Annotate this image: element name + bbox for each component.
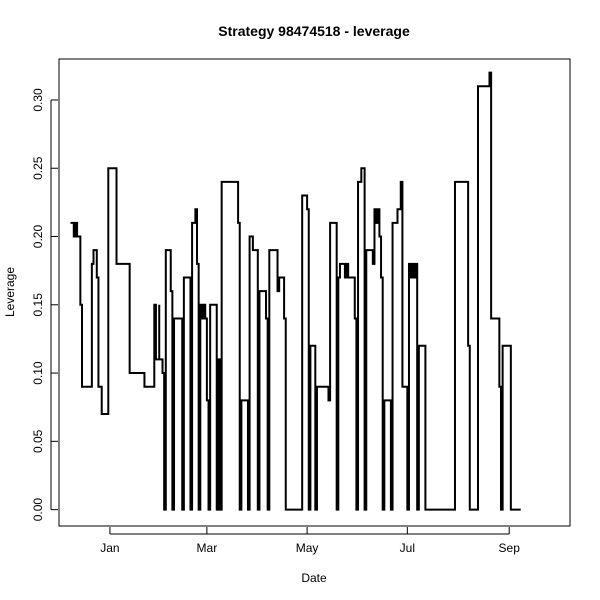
- y-tick-label: 0.05: [31, 429, 45, 453]
- x-axis-label: Date: [301, 571, 327, 585]
- x-tick-label: Sep: [499, 541, 521, 555]
- y-tick-label: 0.30: [31, 88, 45, 112]
- y-axis-label: Leverage: [3, 267, 17, 317]
- y-tick-label: 0.00: [31, 498, 45, 522]
- y-tick-label: 0.10: [31, 361, 45, 385]
- leverage-series-line: [70, 71, 521, 511]
- y-axis: 0.00 0.05 0.10 0.15 0.20 0.25 0.30: [31, 88, 58, 521]
- series-layer: [70, 71, 521, 511]
- x-tick-label: Jul: [400, 541, 415, 555]
- x-tick-label: May: [296, 541, 319, 555]
- chart-title: Strategy 98474518 - leverage: [218, 23, 410, 39]
- x-axis: Jan Mar May Jul Sep: [100, 527, 520, 555]
- y-tick-label: 0.15: [31, 293, 45, 317]
- x-tick-label: Jan: [100, 541, 119, 555]
- y-tick-label: 0.20: [31, 225, 45, 249]
- plot-frame: [58, 58, 571, 527]
- y-tick-label: 0.25: [31, 156, 45, 180]
- x-tick-label: Mar: [197, 541, 218, 555]
